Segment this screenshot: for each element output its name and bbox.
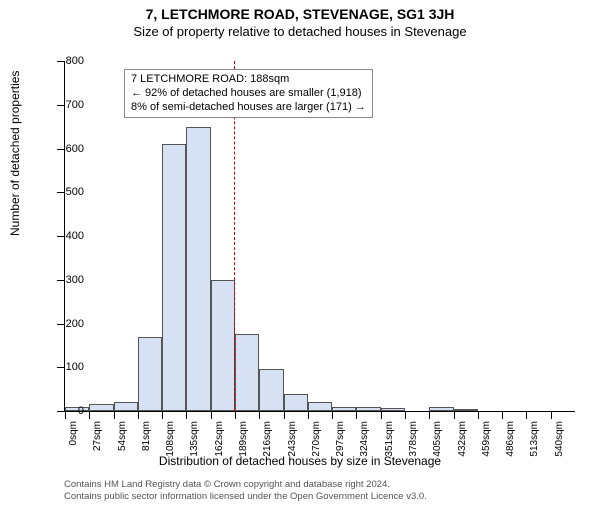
annotation-box: 7 LETCHMORE ROAD: 188sqm ← 92% of detach… — [124, 69, 373, 118]
y-tick-label: 800 — [54, 55, 84, 67]
x-tick-label: 540sqm — [554, 421, 565, 457]
x-tick-label: 405sqm — [432, 421, 443, 457]
y-tick-label: 100 — [54, 361, 84, 373]
x-tick-label: 162sqm — [214, 421, 225, 457]
x-tick-label: 243sqm — [287, 421, 298, 457]
histogram-bar — [162, 144, 186, 411]
x-tick-label: 351sqm — [384, 421, 395, 457]
x-tick-label: 216sqm — [262, 421, 273, 457]
footer-attribution: Contains HM Land Registry data © Crown c… — [64, 479, 427, 502]
x-tick-label: 270sqm — [311, 421, 322, 457]
histogram-bar — [381, 408, 405, 412]
histogram-bar — [186, 127, 210, 411]
x-tick-label: 27sqm — [92, 421, 103, 451]
x-tick-label: 486sqm — [505, 421, 516, 457]
x-tick-label: 0sqm — [68, 421, 79, 445]
histogram-bar — [284, 394, 308, 412]
y-tick-label: 700 — [54, 99, 84, 111]
y-tick-label: 200 — [54, 318, 84, 330]
histogram-bar — [138, 337, 162, 411]
x-tick-label: 108sqm — [165, 421, 176, 457]
y-tick-label: 300 — [54, 274, 84, 286]
histogram-bar — [259, 369, 283, 411]
annotation-line3: 8% of semi-detached houses are larger (1… — [131, 101, 366, 115]
histogram-bar — [332, 407, 356, 411]
x-tick-label: 189sqm — [238, 421, 249, 457]
chart-container: 7, LETCHMORE ROAD, STEVENAGE, SG1 3JH Si… — [0, 6, 600, 506]
x-tick-label: 324sqm — [359, 421, 370, 457]
y-tick-label: 600 — [54, 143, 84, 155]
x-axis-label: Distribution of detached houses by size … — [0, 454, 600, 468]
annotation-line2: ← 92% of detached houses are smaller (1,… — [131, 87, 366, 101]
y-tick-label: 500 — [54, 186, 84, 198]
histogram-bar — [211, 280, 235, 411]
x-tick-label: 513sqm — [529, 421, 540, 457]
footer-line1: Contains HM Land Registry data © Crown c… — [64, 479, 427, 490]
x-tick-label: 459sqm — [481, 421, 492, 457]
chart-subtitle: Size of property relative to detached ho… — [0, 24, 600, 39]
x-tick-label: 135sqm — [189, 421, 200, 457]
histogram-bar — [89, 404, 113, 411]
histogram-bar — [308, 402, 332, 411]
histogram-bar — [114, 402, 138, 411]
x-tick-label: 54sqm — [117, 421, 128, 451]
y-axis-label: Number of detached properties — [8, 71, 22, 236]
histogram-bar — [429, 407, 453, 411]
histogram-bar — [356, 407, 380, 411]
footer-line2: Contains public sector information licen… — [64, 491, 427, 502]
chart-title: 7, LETCHMORE ROAD, STEVENAGE, SG1 3JH — [0, 6, 600, 22]
y-tick-label: 0 — [54, 405, 84, 417]
histogram-bar — [235, 334, 259, 411]
chart-area: 0sqm27sqm54sqm81sqm108sqm135sqm162sqm189… — [64, 61, 574, 411]
annotation-line1: 7 LETCHMORE ROAD: 188sqm — [131, 73, 366, 87]
x-tick-label: 81sqm — [141, 421, 152, 451]
x-tick-label: 378sqm — [408, 421, 419, 457]
histogram-bar — [454, 409, 478, 411]
x-tick-label: 297sqm — [335, 421, 346, 457]
y-tick-label: 400 — [54, 230, 84, 242]
x-tick-label: 432sqm — [457, 421, 468, 457]
